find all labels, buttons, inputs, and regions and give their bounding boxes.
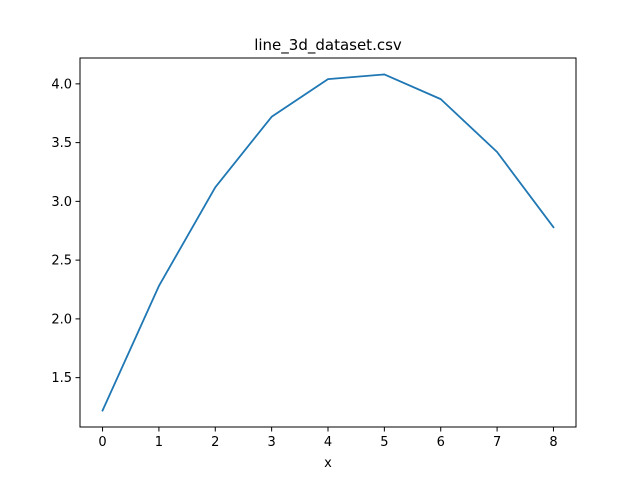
x-tick-label: 7 [493, 435, 501, 450]
x-axis: 0 1 2 3 4 5 6 7 8 [98, 427, 558, 450]
x-tick-label: 6 [437, 435, 445, 450]
x-tick-label: 4 [324, 435, 332, 450]
series-layer [101, 73, 555, 412]
plot-area [79, 57, 577, 428]
y-tick-label: 3.5 [51, 136, 72, 151]
y-axis: 1.5 2.0 2.5 3.0 3.5 4.0 [51, 77, 80, 386]
x-tick-label: 8 [549, 435, 557, 450]
y-tick-label: 4.0 [51, 77, 72, 92]
y-tick-label: 2.5 [51, 254, 72, 269]
x-tick-label: 1 [155, 435, 163, 450]
y-tick-label: 3.0 [51, 195, 72, 210]
y-tick-label: 2.0 [51, 312, 72, 327]
x-tick-label: 5 [380, 435, 388, 450]
x-tick-label: 0 [98, 435, 106, 450]
x-tick-label: 2 [211, 435, 219, 450]
chart-title: line_3d_dataset.csv [254, 36, 402, 55]
x-tick-label: 3 [267, 435, 275, 450]
y-tick-label: 1.5 [51, 371, 72, 386]
series-line [101, 73, 555, 412]
x-axis-label: x [324, 456, 332, 471]
